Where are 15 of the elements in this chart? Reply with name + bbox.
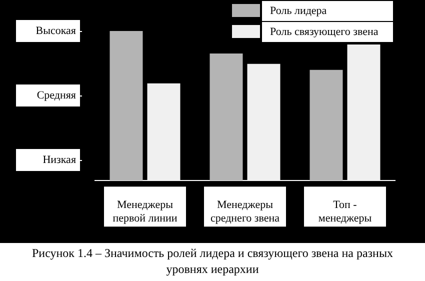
- x-tick-label: Топ - менеджеры: [318, 199, 372, 224]
- bar: [210, 53, 243, 181]
- text: Рисунок 1.4 – Значимость ролей лидера и связующего звена на разных уровнях иерархии: [30, 245, 394, 277]
- text: Низкая: [42, 154, 76, 166]
- bar: [110, 31, 143, 181]
- text: Высокая: [36, 24, 76, 37]
- bar: [347, 44, 380, 181]
- bar: [310, 70, 343, 181]
- text: Средняя: [36, 89, 76, 102]
- x-tick-label: Менеджеры среднего звена: [210, 199, 280, 224]
- bar: [147, 83, 180, 181]
- x-tick-label: Менеджеры первой линии: [112, 199, 178, 224]
- legend-label: Роль лидера: [262, 0, 393, 20]
- bar: [247, 64, 280, 181]
- legend-label: Роль связующего звена: [262, 22, 393, 42]
